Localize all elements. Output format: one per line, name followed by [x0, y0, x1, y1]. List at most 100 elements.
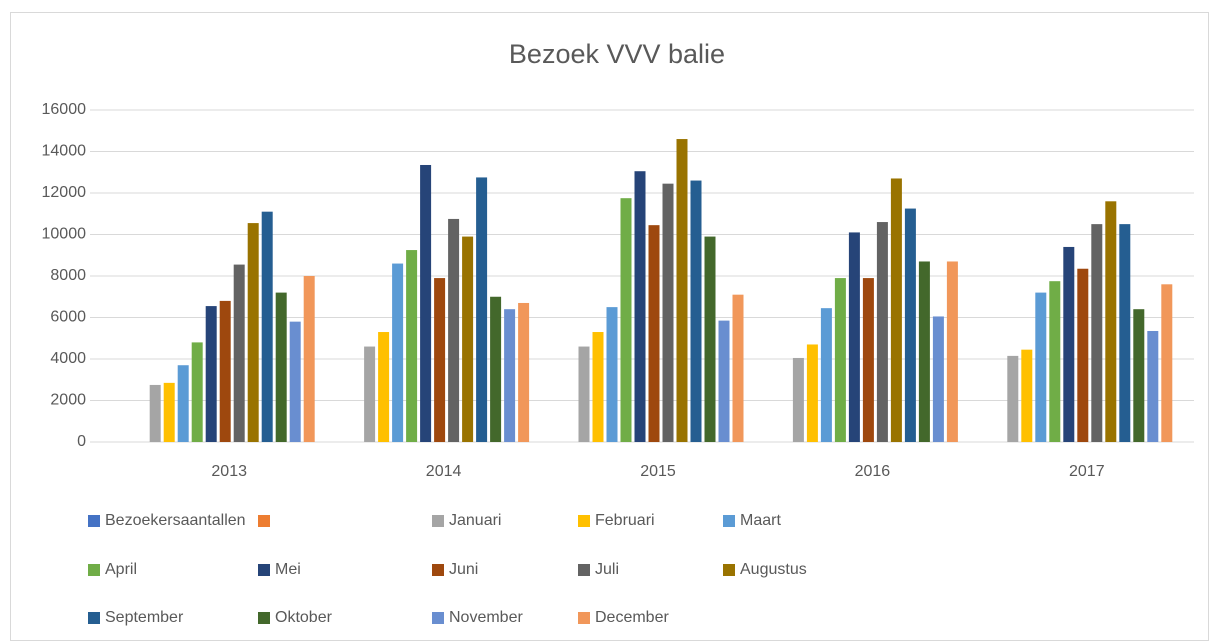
legend-swatch [723, 515, 735, 527]
y-tick-label: 2000 [50, 392, 86, 409]
y-tick-label: 0 [77, 433, 86, 450]
y-tick-label: 8000 [50, 267, 86, 284]
legend-swatch [578, 612, 590, 624]
bar [806, 344, 818, 442]
bar [946, 261, 958, 442]
y-tick-label: 12000 [42, 184, 87, 201]
x-tick-label: 2013 [211, 463, 247, 480]
legend-label: December [595, 609, 669, 626]
bar [862, 278, 874, 442]
bar [592, 332, 604, 442]
x-tick-label: 2016 [855, 463, 891, 480]
legend-label: November [449, 609, 523, 626]
y-tick-label: 16000 [42, 101, 87, 118]
bar [1133, 309, 1145, 442]
bar [163, 382, 175, 442]
legend-label: April [105, 561, 137, 578]
bar [932, 316, 944, 442]
y-tick-label: 6000 [50, 309, 86, 326]
bar [233, 264, 245, 442]
bar [620, 198, 632, 442]
bar [177, 365, 189, 442]
bar [634, 171, 646, 442]
bar [848, 232, 860, 442]
bar [648, 225, 660, 442]
legend-label: Bezoekersaantallen [105, 512, 246, 529]
legend-swatch [578, 515, 590, 527]
bar [904, 208, 916, 442]
legend-swatch [258, 612, 270, 624]
bar [420, 164, 432, 443]
legend-label: Februari [595, 512, 655, 529]
x-tick-label: 2015 [640, 463, 676, 480]
bar [890, 178, 902, 442]
legend-label: Januari [449, 512, 501, 529]
bar [406, 250, 418, 442]
bar [1077, 268, 1089, 442]
bar [149, 384, 161, 442]
bar [1091, 224, 1103, 442]
bar [303, 276, 315, 442]
legend-swatch [432, 515, 444, 527]
bar [434, 278, 446, 442]
bar [876, 222, 888, 442]
legend-label: September [105, 609, 184, 626]
legend-label: Mei [275, 561, 301, 578]
bar [518, 302, 530, 442]
legend-label: Augustus [740, 561, 807, 578]
x-tick-label: 2017 [1069, 463, 1105, 480]
bar [191, 342, 203, 442]
bar [704, 236, 716, 442]
bar [504, 309, 516, 442]
bar [690, 180, 702, 443]
y-tick-label: 4000 [50, 350, 86, 367]
x-tick-label: 2014 [426, 463, 462, 480]
legend-swatch [258, 564, 270, 576]
bar [662, 183, 674, 442]
bar [606, 307, 618, 442]
bar [261, 211, 273, 442]
bar [1049, 281, 1061, 442]
legend-swatch [88, 612, 100, 624]
legend-label: Maart [740, 512, 781, 529]
legend-swatch [432, 564, 444, 576]
bar [1161, 284, 1173, 442]
bar [1119, 224, 1131, 442]
bar [1021, 349, 1033, 442]
bar [792, 357, 804, 442]
legend-label: Juni [449, 561, 478, 578]
bar [676, 139, 688, 443]
bar [247, 223, 259, 442]
legend-swatch [88, 515, 100, 527]
legend-swatch [578, 564, 590, 576]
legend-swatch [258, 515, 270, 527]
bar [718, 320, 730, 442]
bar [918, 261, 930, 442]
legend-swatch [88, 564, 100, 576]
bar [219, 300, 231, 442]
bar [476, 177, 488, 442]
bar [834, 278, 846, 442]
bar [490, 296, 502, 442]
legend-swatch [723, 564, 735, 576]
y-tick-label: 10000 [42, 226, 87, 243]
bar [578, 346, 590, 442]
bar [1063, 246, 1075, 442]
bar [289, 321, 301, 442]
legend-swatch [432, 612, 444, 624]
y-tick-label: 14000 [42, 143, 87, 160]
bar [1147, 330, 1159, 442]
bar [1105, 201, 1117, 442]
bar [1035, 292, 1047, 442]
legend-label: Oktober [275, 609, 333, 626]
legend-label: Juli [595, 561, 619, 578]
bar [275, 292, 287, 442]
bar [820, 308, 832, 442]
bar [462, 236, 474, 442]
bar [448, 218, 460, 442]
bar [364, 346, 376, 442]
bar [378, 332, 390, 442]
bar [205, 306, 217, 442]
bar [392, 263, 404, 442]
